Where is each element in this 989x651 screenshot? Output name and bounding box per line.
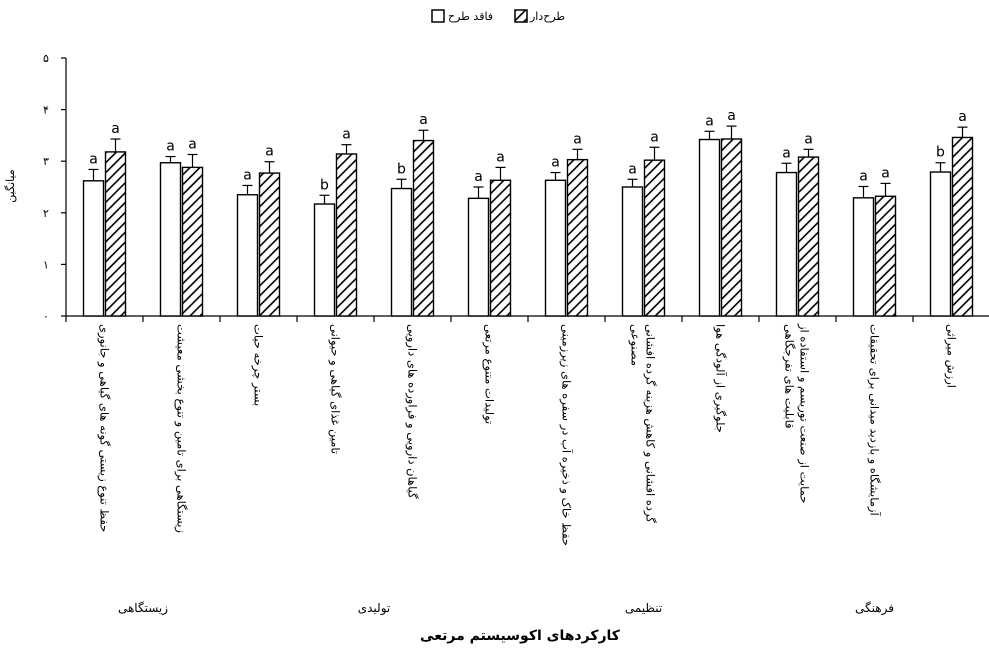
- bar-plain: [852, 197, 875, 317]
- error-bars: [88, 125, 968, 205]
- bar-hatched: [566, 158, 589, 317]
- category-label: حفظ تنوع زیستی گونه های گیاهی و جانوری: [97, 324, 112, 532]
- significance-letter: a: [628, 161, 637, 177]
- y-tick-label: ۴: [43, 104, 49, 117]
- category-label: تولیدات متنوع مرتعی: [482, 324, 497, 424]
- y-tick-label: ۰: [43, 310, 49, 323]
- significance-letter: a: [881, 165, 890, 181]
- significance-letter: a: [705, 113, 714, 129]
- bar-plain: [467, 197, 490, 317]
- category-label: تامین غذای گیاهی و حیوانی: [328, 324, 343, 454]
- bar-hatched: [874, 195, 897, 317]
- bar-hatched: [258, 172, 281, 317]
- y-tick-label: ۳: [43, 155, 49, 168]
- significance-letter: a: [342, 127, 351, 143]
- group-label: فرهنگی: [855, 601, 894, 616]
- y-tick-label: ۲: [43, 207, 49, 220]
- bars: [82, 136, 974, 317]
- significance-letter: b: [397, 161, 406, 177]
- group-label: تولیدی: [358, 601, 391, 616]
- y-ticks: ۰ ۱ ۲ ۳ ۴ ۵: [43, 52, 66, 323]
- legend-swatch-plain: [431, 9, 445, 23]
- category-label: بستر چرخه حیات: [251, 324, 266, 406]
- significance-letter: b: [320, 177, 329, 193]
- bar-hatched: [412, 139, 435, 317]
- bar-hatched: [951, 136, 974, 317]
- category-label: حفظ خاک و ذخیره آب در سفره های زیرزمینی: [559, 324, 574, 546]
- significance-letter: a: [782, 145, 791, 161]
- significance-letter: a: [496, 149, 505, 165]
- legend: طرح‌دار فاقد طرح: [431, 9, 565, 23]
- y-tick-label: ۵: [43, 52, 49, 65]
- legend-label-hatched: طرح‌دار: [529, 10, 565, 23]
- group-labels: زیستگاهی تولیدی تنظیمی فرهنگی: [118, 601, 894, 616]
- category-label: ارزش میراثی: [944, 324, 959, 388]
- x-ticks: [65, 316, 914, 322]
- significance-letter: a: [958, 109, 967, 125]
- y-axis-label: میانگین: [4, 169, 17, 203]
- significance-letter: a: [573, 131, 582, 147]
- bar-plain: [544, 179, 567, 317]
- legend-swatch-hatched: [514, 9, 528, 23]
- category-label: گرده افشانی و کاهش هزینه گرده افشانیمصنو…: [628, 324, 658, 523]
- significance-letter: a: [551, 155, 560, 171]
- bar-hatched: [720, 138, 743, 317]
- legend-label-plain: فاقد طرح: [448, 10, 493, 23]
- bar-plain: [775, 171, 798, 317]
- category-label: زیستگاهی برای تامین و تنوع بخشی معیشت: [174, 324, 189, 533]
- bar-hatched: [643, 159, 666, 317]
- category-label: جلوگیری از آلودگی هوا: [713, 324, 728, 433]
- bar-plain: [390, 187, 413, 317]
- bar-hatched: [181, 166, 204, 317]
- significance-letter: b: [936, 145, 945, 161]
- group-label: تنظیمی: [625, 601, 662, 615]
- significance-letter: a: [804, 131, 813, 147]
- category-label: حمایت از صنعت توریسم و استفاده ازقابلیت …: [782, 323, 812, 503]
- bar-hatched: [335, 153, 358, 317]
- significance-letter: a: [727, 108, 736, 124]
- significance-letter: a: [650, 129, 659, 145]
- significance-letter: a: [859, 168, 868, 184]
- category-label: گیاهان دارویی و فراورده های دارویی: [405, 324, 420, 499]
- significance-letter: a: [166, 139, 175, 155]
- significance-letter: a: [265, 144, 274, 160]
- significance-letter: a: [419, 112, 428, 128]
- category-labels: حفظ تنوع زیستی گونه های گیاهی و جانوری زی…: [97, 323, 959, 546]
- significance-letter: a: [111, 121, 120, 137]
- group-label: زیستگاهی: [118, 601, 168, 616]
- bar-hatched: [489, 179, 512, 317]
- significance-letter: a: [474, 169, 483, 185]
- significance-letter: a: [89, 151, 98, 167]
- bar-hatched: [104, 151, 127, 317]
- y-tick-label: ۱: [43, 258, 49, 271]
- bar-plain: [236, 194, 259, 317]
- bar-plain: [82, 180, 105, 317]
- bar-plain: [698, 138, 721, 317]
- bar-plain: [313, 203, 336, 317]
- bar-hatched: [797, 156, 820, 317]
- significance-letter: a: [243, 167, 252, 183]
- bar-plain: [159, 162, 182, 317]
- x-axis-title: کارکردهای اکوسیستم مرتعی: [420, 628, 621, 644]
- category-label: آزمایشگاه و بازدید میدانی برای تحقیقات: [867, 324, 882, 516]
- bar-plain: [621, 186, 644, 317]
- significance-letter: a: [188, 136, 197, 152]
- bar-plain: [929, 171, 952, 317]
